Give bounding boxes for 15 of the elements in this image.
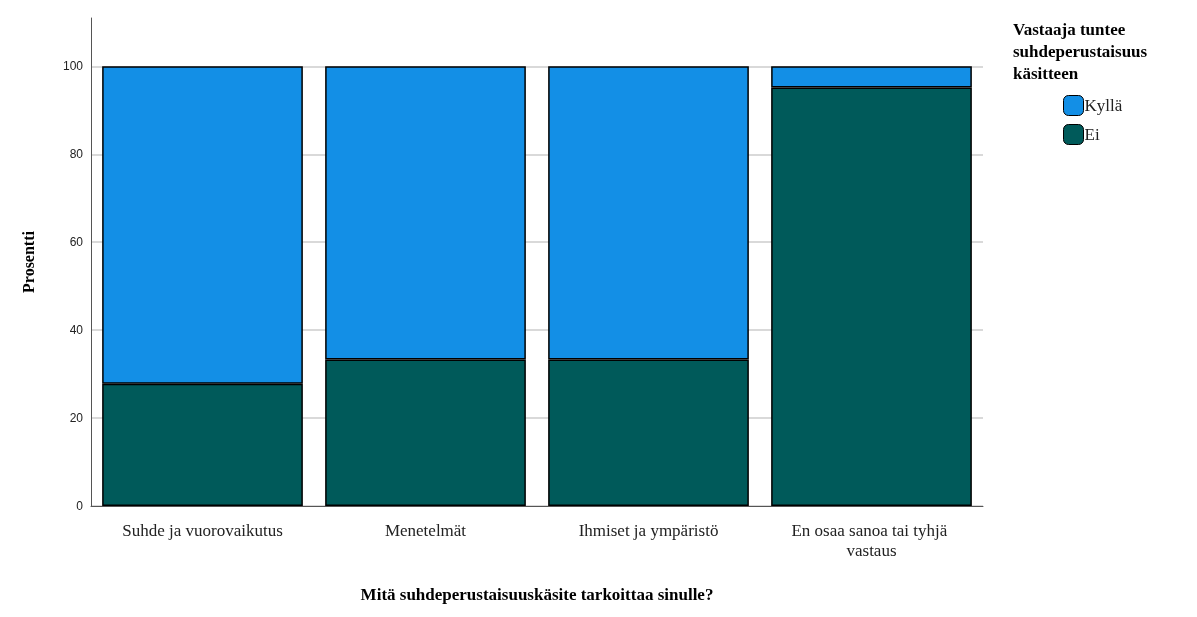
x-tick-label: Menetelmät: [384, 520, 467, 540]
y-tick-label: 100: [62, 59, 84, 74]
legend-label: Kyllä: [1084, 96, 1123, 115]
y-tick-label: 80: [69, 147, 84, 162]
y-tick-label: 20: [69, 411, 84, 426]
y-tick-label: 60: [69, 235, 84, 250]
y-axis-title: Prosentti: [19, 230, 37, 293]
legend-title: Vastaaja tuntee suhdeperustaisuus käsitteen: [1013, 19, 1152, 83]
y-tick-label: 40: [69, 323, 84, 338]
x-axis-title: Mitä suhdeperustaisuuskäsite tarkoittaa sinulle?: [360, 585, 714, 604]
y-tick-label: 0: [76, 499, 84, 513]
x-tick-label: En osaa sanoa tai tyhjä vastaus: [791, 520, 952, 560]
x-tick-label: Ihmiset ja ympäristö: [578, 520, 719, 540]
x-tick-label: Suhde ja vuorovaikutus: [122, 520, 283, 540]
legend-label: Ei: [1084, 125, 1100, 144]
